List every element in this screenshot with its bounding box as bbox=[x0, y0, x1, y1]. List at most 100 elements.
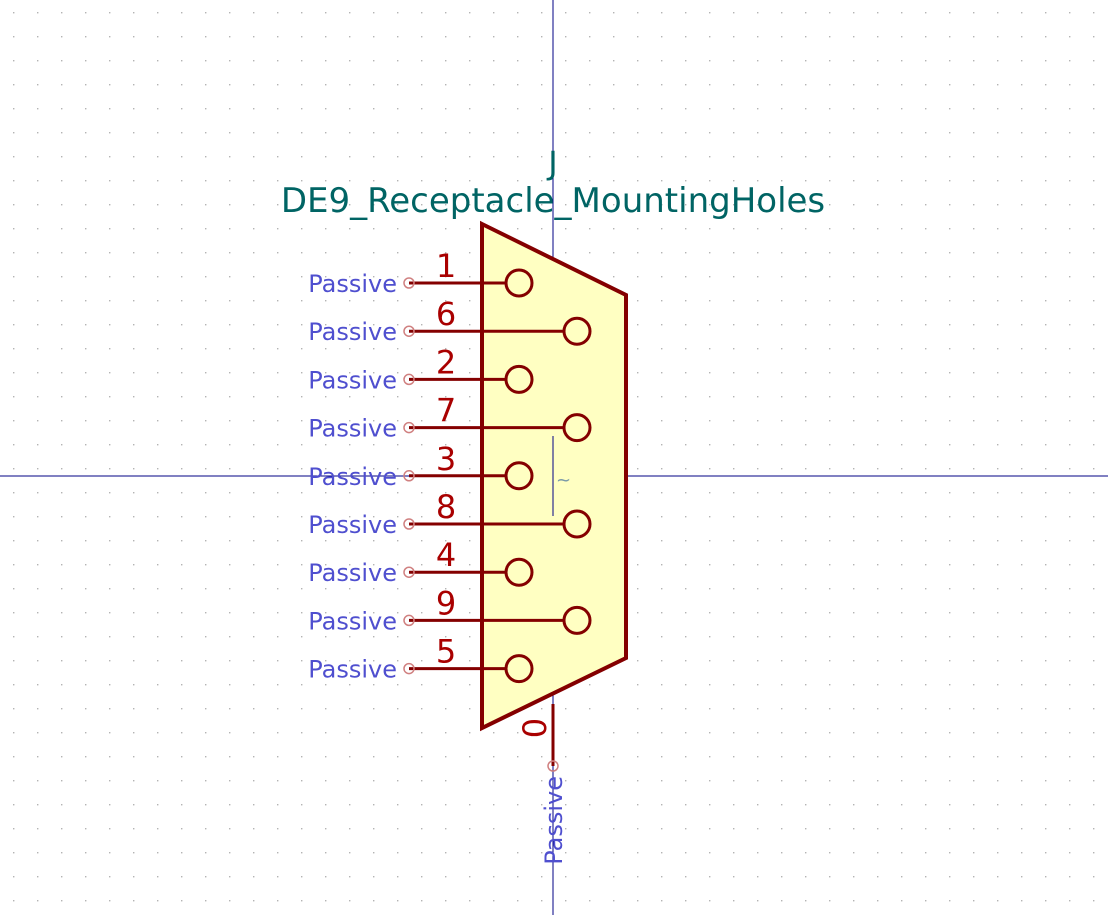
grid-dot bbox=[37, 516, 39, 518]
reference-designator[interactable]: J bbox=[546, 144, 557, 182]
grid-dot bbox=[13, 180, 15, 182]
grid-dot bbox=[325, 36, 327, 38]
grid-dot bbox=[157, 36, 159, 38]
grid-dot bbox=[493, 900, 495, 902]
grid-dot bbox=[301, 228, 303, 230]
grid-dot bbox=[349, 60, 351, 62]
grid-dot bbox=[997, 276, 999, 278]
grid-dot bbox=[13, 396, 15, 398]
grid-dot bbox=[997, 372, 999, 374]
grid-dot bbox=[949, 108, 951, 110]
grid-dot bbox=[469, 444, 471, 446]
grid-dot bbox=[157, 684, 159, 686]
grid-dot bbox=[853, 468, 855, 470]
grid-dot bbox=[37, 492, 39, 494]
grid-dot bbox=[733, 372, 735, 374]
grid-dot bbox=[253, 156, 255, 158]
grid-dot bbox=[757, 612, 759, 614]
grid-dot bbox=[685, 372, 687, 374]
grid-dot bbox=[277, 444, 279, 446]
grid-dot bbox=[1021, 300, 1023, 302]
grid-dot bbox=[805, 660, 807, 662]
grid-dot bbox=[469, 228, 471, 230]
grid-dot bbox=[1045, 12, 1047, 14]
grid-dot bbox=[61, 540, 63, 542]
grid-dot bbox=[661, 12, 663, 14]
grid-dot bbox=[685, 84, 687, 86]
grid-dot bbox=[925, 324, 927, 326]
grid-dot bbox=[253, 300, 255, 302]
grid-dot bbox=[373, 324, 375, 326]
grid-dot bbox=[325, 708, 327, 710]
grid-dot bbox=[661, 828, 663, 830]
grid-dot bbox=[397, 492, 399, 494]
grid-dot bbox=[277, 780, 279, 782]
grid-dot bbox=[781, 60, 783, 62]
grid-dot bbox=[277, 756, 279, 758]
grid-dot bbox=[301, 468, 303, 470]
grid-dot bbox=[541, 732, 543, 734]
grid-dot bbox=[61, 60, 63, 62]
grid-dot bbox=[901, 708, 903, 710]
grid-dot bbox=[805, 444, 807, 446]
pin-contact-circle bbox=[562, 605, 592, 635]
grid-dot bbox=[13, 564, 15, 566]
grid-dot bbox=[325, 84, 327, 86]
grid-dot bbox=[1021, 636, 1023, 638]
grid-dot bbox=[685, 468, 687, 470]
grid-dot bbox=[85, 828, 87, 830]
grid-dot bbox=[85, 684, 87, 686]
grid-dot bbox=[829, 852, 831, 854]
grid-dot bbox=[997, 516, 999, 518]
value-label[interactable]: DE9_Receptacle_MountingHoles bbox=[281, 181, 825, 221]
grid-dot bbox=[925, 756, 927, 758]
grid-dot bbox=[853, 396, 855, 398]
grid-dot bbox=[925, 156, 927, 158]
grid-dot bbox=[349, 492, 351, 494]
grid-dot bbox=[925, 204, 927, 206]
grid-dot bbox=[853, 708, 855, 710]
grid-dot bbox=[13, 132, 15, 134]
grid-dot bbox=[973, 276, 975, 278]
grid-dot bbox=[949, 36, 951, 38]
shield-pin[interactable]: 0 Passive bbox=[516, 704, 568, 865]
grid-dot bbox=[733, 108, 735, 110]
grid-dot bbox=[757, 804, 759, 806]
grid-dot bbox=[109, 204, 111, 206]
grid-dot bbox=[805, 804, 807, 806]
grid-dot bbox=[877, 276, 879, 278]
grid-dot bbox=[1045, 372, 1047, 374]
grid-dot bbox=[469, 204, 471, 206]
grid-dot bbox=[877, 804, 879, 806]
grid-dot bbox=[325, 300, 327, 302]
grid-dot bbox=[37, 756, 39, 758]
connector-body[interactable] bbox=[480, 220, 628, 732]
grid-dot bbox=[949, 780, 951, 782]
grid-dot bbox=[349, 732, 351, 734]
grid-dot bbox=[805, 828, 807, 830]
grid-dot bbox=[373, 876, 375, 878]
grid-dot bbox=[949, 252, 951, 254]
grid-dot bbox=[61, 396, 63, 398]
grid-dot bbox=[973, 300, 975, 302]
grid-dot bbox=[901, 204, 903, 206]
grid-dot bbox=[181, 516, 183, 518]
grid-dot bbox=[733, 468, 735, 470]
grid-dot bbox=[805, 84, 807, 86]
grid-dot bbox=[661, 564, 663, 566]
grid-dot bbox=[925, 900, 927, 902]
grid-dot bbox=[85, 60, 87, 62]
grid-dot bbox=[1021, 132, 1023, 134]
grid-dot bbox=[733, 636, 735, 638]
grid-dot bbox=[661, 540, 663, 542]
